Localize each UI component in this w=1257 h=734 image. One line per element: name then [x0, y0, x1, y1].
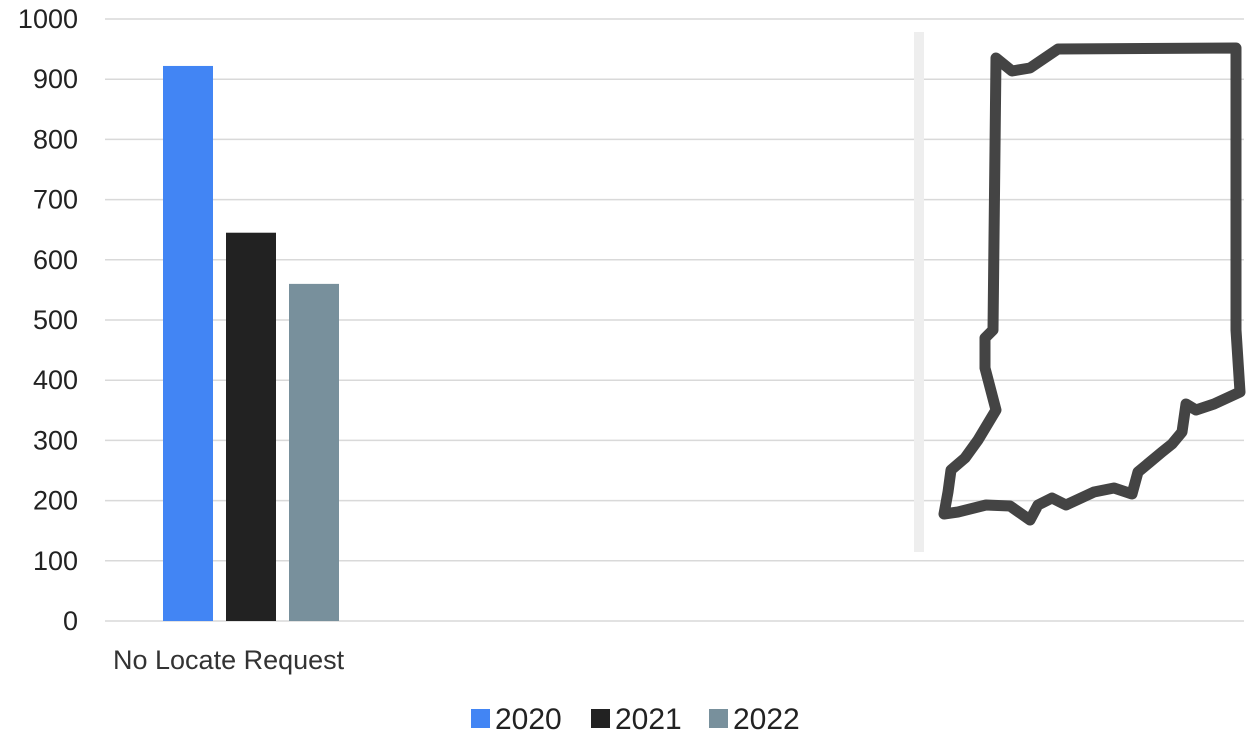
y-tick-label: 700	[33, 185, 78, 215]
bar-2022	[289, 283, 339, 621]
y-tick-label: 600	[33, 245, 78, 275]
y-tick-label: 800	[33, 124, 78, 154]
y-tick-label: 100	[33, 546, 78, 576]
category-label: No Locate Request	[113, 645, 345, 675]
legend-swatch-2021	[591, 709, 610, 728]
y-tick-label: 500	[33, 305, 78, 335]
indiana-state-outline-icon	[938, 42, 1246, 526]
y-tick-label: 1000	[18, 4, 78, 34]
bar-2020	[163, 65, 213, 622]
y-tick-label: 0	[63, 606, 78, 636]
legend-swatch-2020	[471, 709, 490, 728]
y-tick-label: 200	[33, 486, 78, 516]
legend-swatch-2022	[709, 709, 728, 728]
y-tick-label: 400	[33, 365, 78, 395]
y-tick-label: 900	[33, 64, 78, 94]
legend-label-2020: 2020	[495, 703, 562, 734]
bar-2021	[226, 232, 276, 621]
legend-label-2021: 2021	[615, 703, 682, 734]
bars	[163, 65, 339, 622]
y-axis: 0 100 200 300 400 500 600 700 800 900 1000	[18, 4, 78, 636]
y-tick-label: 300	[33, 425, 78, 455]
legend: 2020 2021 2022	[471, 703, 800, 734]
legend-label-2022: 2022	[733, 703, 800, 734]
divider	[914, 32, 924, 552]
